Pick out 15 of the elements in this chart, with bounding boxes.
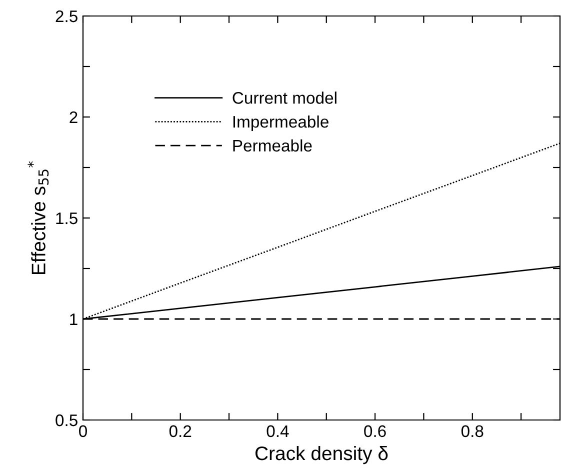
x-tick-label: 0.2 xyxy=(169,425,192,438)
legend-label: Impermeable xyxy=(233,115,328,132)
x-tick-label: 0 xyxy=(79,425,87,438)
y-tick-label: 1 xyxy=(70,314,78,326)
x-tick-label: 0.4 xyxy=(266,425,289,438)
y-tick-label: 2 xyxy=(70,111,78,124)
x-tick-label: 0.8 xyxy=(461,425,484,438)
y-axis-title: Effective s$_{55}$$^{*}$ xyxy=(28,161,49,274)
legend-label: Permeable xyxy=(233,139,312,152)
x-axis-title: Crack density δ xyxy=(255,446,388,464)
y-tick-label: 2.5 xyxy=(56,10,78,22)
y-tick-label: 1.5 xyxy=(56,212,78,224)
y-tick-label: 0.5 xyxy=(56,414,78,426)
x-tick-label: 0.6 xyxy=(364,425,386,438)
legend-label: Current model xyxy=(232,92,336,104)
